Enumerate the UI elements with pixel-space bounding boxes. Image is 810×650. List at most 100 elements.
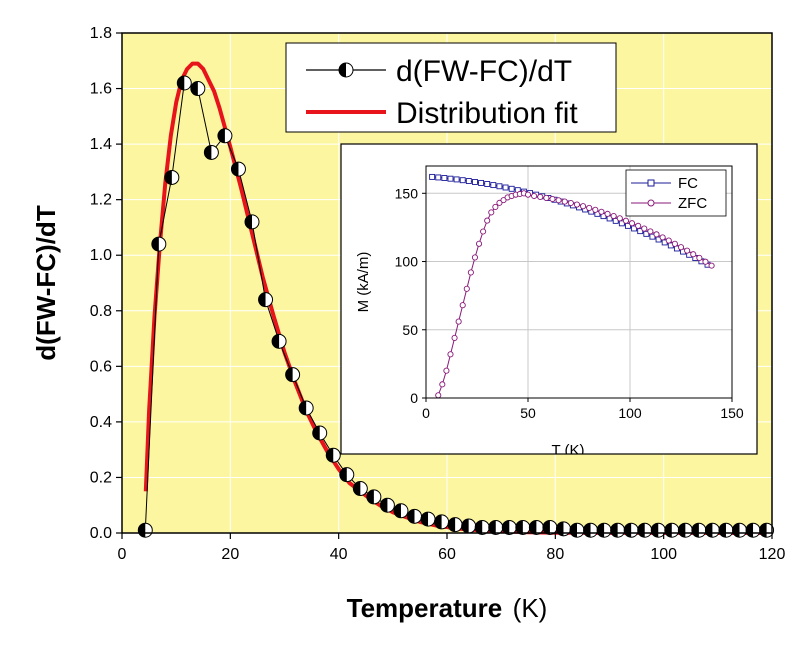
fc-point <box>484 181 491 187</box>
data-point-fill <box>299 401 307 415</box>
x-axis-title-main: Temperature <box>347 593 503 623</box>
data-point <box>176 75 192 91</box>
zfc-point <box>604 210 611 217</box>
data-point-fill <box>353 481 361 496</box>
zfc-point <box>677 244 685 251</box>
zfc-point <box>653 231 660 238</box>
data-point-fill <box>502 520 510 535</box>
data-point <box>190 81 206 97</box>
data-point-fill <box>515 520 523 535</box>
zfc-point <box>659 234 666 241</box>
zfc-point <box>665 237 672 244</box>
data-point-fill <box>421 512 429 527</box>
data-point-fill <box>529 520 537 535</box>
legend-marker-icon <box>338 62 354 78</box>
data-point <box>542 519 558 535</box>
main-x-tick-label: 80 <box>546 546 564 563</box>
zfc-point <box>690 251 697 258</box>
data-point-fill <box>231 162 239 177</box>
main-x-tick-label: 20 <box>221 546 239 563</box>
data-point <box>312 425 328 441</box>
data-point <box>461 518 477 534</box>
x-axis-title-unit: (K) <box>513 593 548 623</box>
zfc-point <box>475 240 483 247</box>
zfc-point <box>573 201 581 208</box>
data-point-fill <box>461 519 469 534</box>
main-y-tick-label: 0.0 <box>90 525 112 542</box>
data-point <box>379 497 395 513</box>
data-point <box>151 236 167 252</box>
inset-y-tick-label: 150 <box>395 185 419 201</box>
zfc-point <box>592 206 599 213</box>
fc-point <box>478 179 485 186</box>
data-point <box>704 522 720 538</box>
fc-point <box>453 176 460 183</box>
zfc-point <box>443 367 450 374</box>
data-point <box>338 62 354 78</box>
data-point <box>447 517 463 533</box>
main-x-tick-label: 60 <box>438 546 456 563</box>
data-point-fill <box>339 467 347 482</box>
data-point <box>366 489 382 505</box>
legend-label-scatter: d(FW-FC)/dT <box>396 55 572 88</box>
data-point-fill <box>488 520 496 535</box>
inset-ticks: 0 50 100 150 0 50 100 150 <box>395 185 744 421</box>
inset-legend-marker-zfc <box>647 199 655 207</box>
fc-point <box>435 174 442 181</box>
inset-chart: 0 50 100 150 0 50 100 150 M (kA/m) T (K) FC ZFC <box>340 143 758 455</box>
zfc-point <box>524 191 532 198</box>
zfc-point <box>622 217 629 224</box>
y-axis-title: d(FW-FC)/dT <box>31 205 61 361</box>
data-point <box>164 169 180 185</box>
zfc-point <box>567 199 574 207</box>
inset-legend-marker-fc <box>647 179 655 187</box>
data-point <box>352 481 368 497</box>
main-y-tick-label: 1.0 <box>90 247 112 264</box>
data-point <box>623 522 639 538</box>
data-point <box>569 522 585 538</box>
data-point-fill <box>151 237 159 252</box>
data-point <box>610 522 626 538</box>
data-point-fill <box>366 489 374 504</box>
zfc-point <box>671 240 678 247</box>
zfc-point <box>459 302 466 309</box>
data-point <box>325 447 341 463</box>
zfc-point <box>484 217 491 224</box>
legend-label-fit: Distribution fit <box>396 97 578 130</box>
data-point-fill <box>204 145 212 160</box>
x-axis-title: Temperature (K) <box>347 593 548 623</box>
data-point <box>230 161 246 177</box>
zfc-point <box>684 247 691 254</box>
zfc-point <box>537 193 544 200</box>
zfc-point <box>635 222 642 229</box>
fc-point <box>496 183 503 190</box>
zfc-point <box>708 262 715 269</box>
main-x-tick-label: 100 <box>650 546 677 563</box>
fc-point <box>441 175 448 181</box>
fc-point <box>459 177 466 184</box>
fc-point <box>508 185 515 192</box>
data-point <box>339 467 355 483</box>
zfc-point <box>616 215 623 222</box>
inset-legend-label-fc: FC <box>678 175 698 192</box>
inset-legend: FC ZFC <box>625 169 727 217</box>
fc-point <box>465 178 472 184</box>
data-point-fill <box>164 170 172 185</box>
fc-point <box>447 175 454 182</box>
zfc-point <box>696 254 703 261</box>
zfc-point <box>451 334 458 342</box>
data-point <box>528 519 544 535</box>
fc-point <box>631 225 638 232</box>
zfc-point <box>455 318 462 325</box>
main-legend-box <box>285 42 617 133</box>
main-y-tick-label: 0.6 <box>90 358 112 375</box>
inset-y-tick-label: 50 <box>402 322 418 338</box>
fc-point <box>502 184 509 191</box>
data-point <box>515 519 531 535</box>
zfc-point <box>549 195 556 203</box>
data-point <box>745 522 761 538</box>
fc-point <box>625 222 631 229</box>
zfc-point <box>610 212 617 220</box>
data-point <box>474 519 490 535</box>
inset-x-tick-label: 150 <box>720 405 744 421</box>
